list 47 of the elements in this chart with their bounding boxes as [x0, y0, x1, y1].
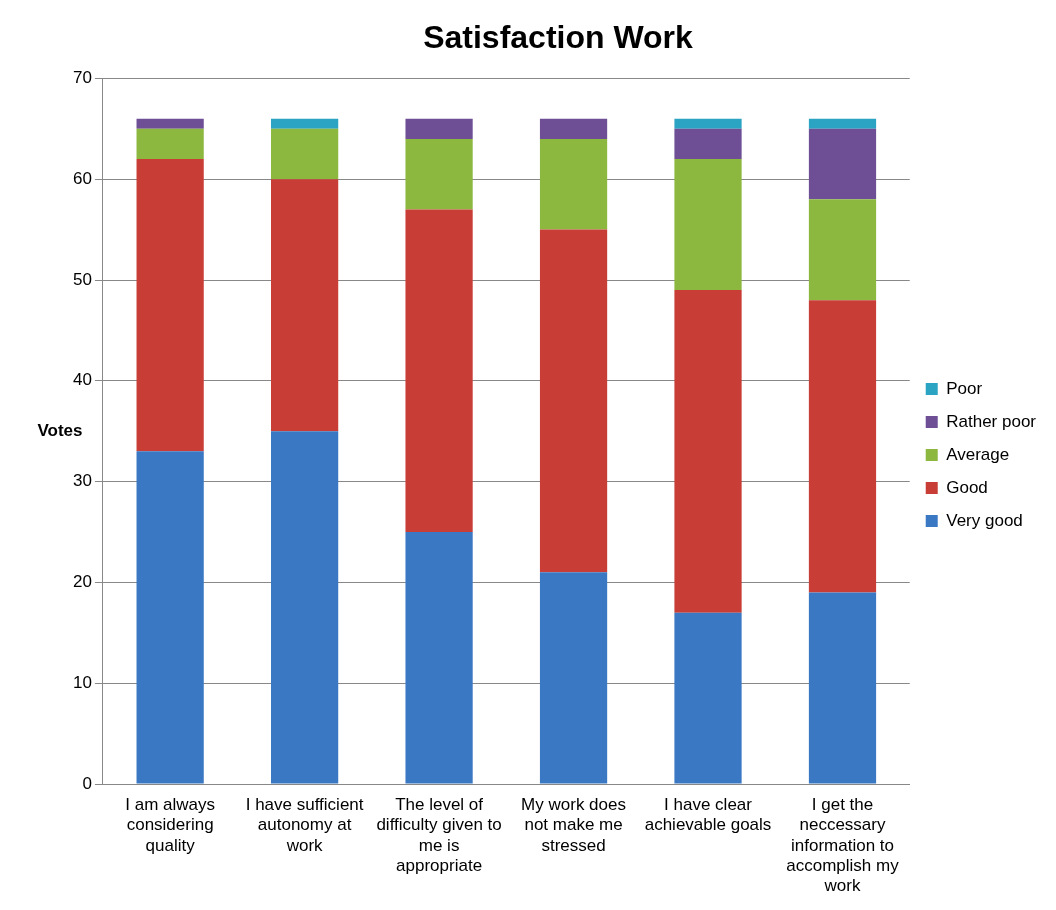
- bar: [405, 118, 473, 139]
- bar: [271, 118, 339, 129]
- bar: [539, 138, 608, 230]
- x-tick-label: I have clear achievable goals: [644, 794, 772, 835]
- x-tick-label: I have sufficient autonomy at work: [245, 794, 364, 855]
- y-axis-title: Votes: [37, 420, 83, 440]
- y-tick-label: 20: [72, 572, 92, 592]
- bar: [808, 199, 877, 301]
- bar: [539, 118, 608, 139]
- bar: [271, 128, 339, 180]
- y-tick-label: 70: [72, 68, 92, 88]
- bar: [271, 179, 339, 432]
- bar: [674, 612, 742, 784]
- legend-label: Very good: [946, 510, 1023, 530]
- bar: [136, 118, 204, 129]
- bar: [674, 159, 742, 291]
- y-tick-label: 40: [72, 370, 92, 390]
- bar: [808, 118, 877, 129]
- chart-title: Satisfaction Work: [423, 19, 694, 56]
- x-tick-label: My work does not make me stressed: [521, 794, 626, 855]
- y-tick-label: 30: [72, 471, 92, 491]
- bar: [674, 128, 742, 160]
- x-tick-label: The level of difficulty given to me is appropriate: [376, 794, 502, 876]
- legend-label: Rather poor: [946, 411, 1037, 431]
- bar: [405, 532, 473, 784]
- y-tick-label: 50: [72, 269, 92, 289]
- x-tick-label: I get the neccessary information to accomplish my work: [786, 794, 900, 896]
- legend-label: Poor: [946, 378, 983, 398]
- bar: [539, 229, 608, 573]
- bar: [808, 592, 877, 784]
- bar: [405, 138, 473, 210]
- bar: [136, 451, 204, 784]
- y-tick-label: 10: [72, 672, 92, 692]
- bar: [808, 300, 877, 593]
- bar: [674, 118, 742, 129]
- bar: [271, 431, 339, 784]
- bar: [405, 209, 473, 532]
- bar: [808, 128, 877, 200]
- y-tick-label: 60: [72, 168, 92, 188]
- bar: [674, 290, 742, 613]
- bar: [539, 572, 608, 784]
- bar: [136, 159, 204, 452]
- x-tick-label: I am always considering quality: [125, 794, 216, 855]
- legend-label: Average: [946, 444, 1010, 464]
- bar: [136, 128, 204, 160]
- legend-label: Good: [946, 477, 988, 497]
- y-tick-label: 0: [82, 773, 92, 793]
